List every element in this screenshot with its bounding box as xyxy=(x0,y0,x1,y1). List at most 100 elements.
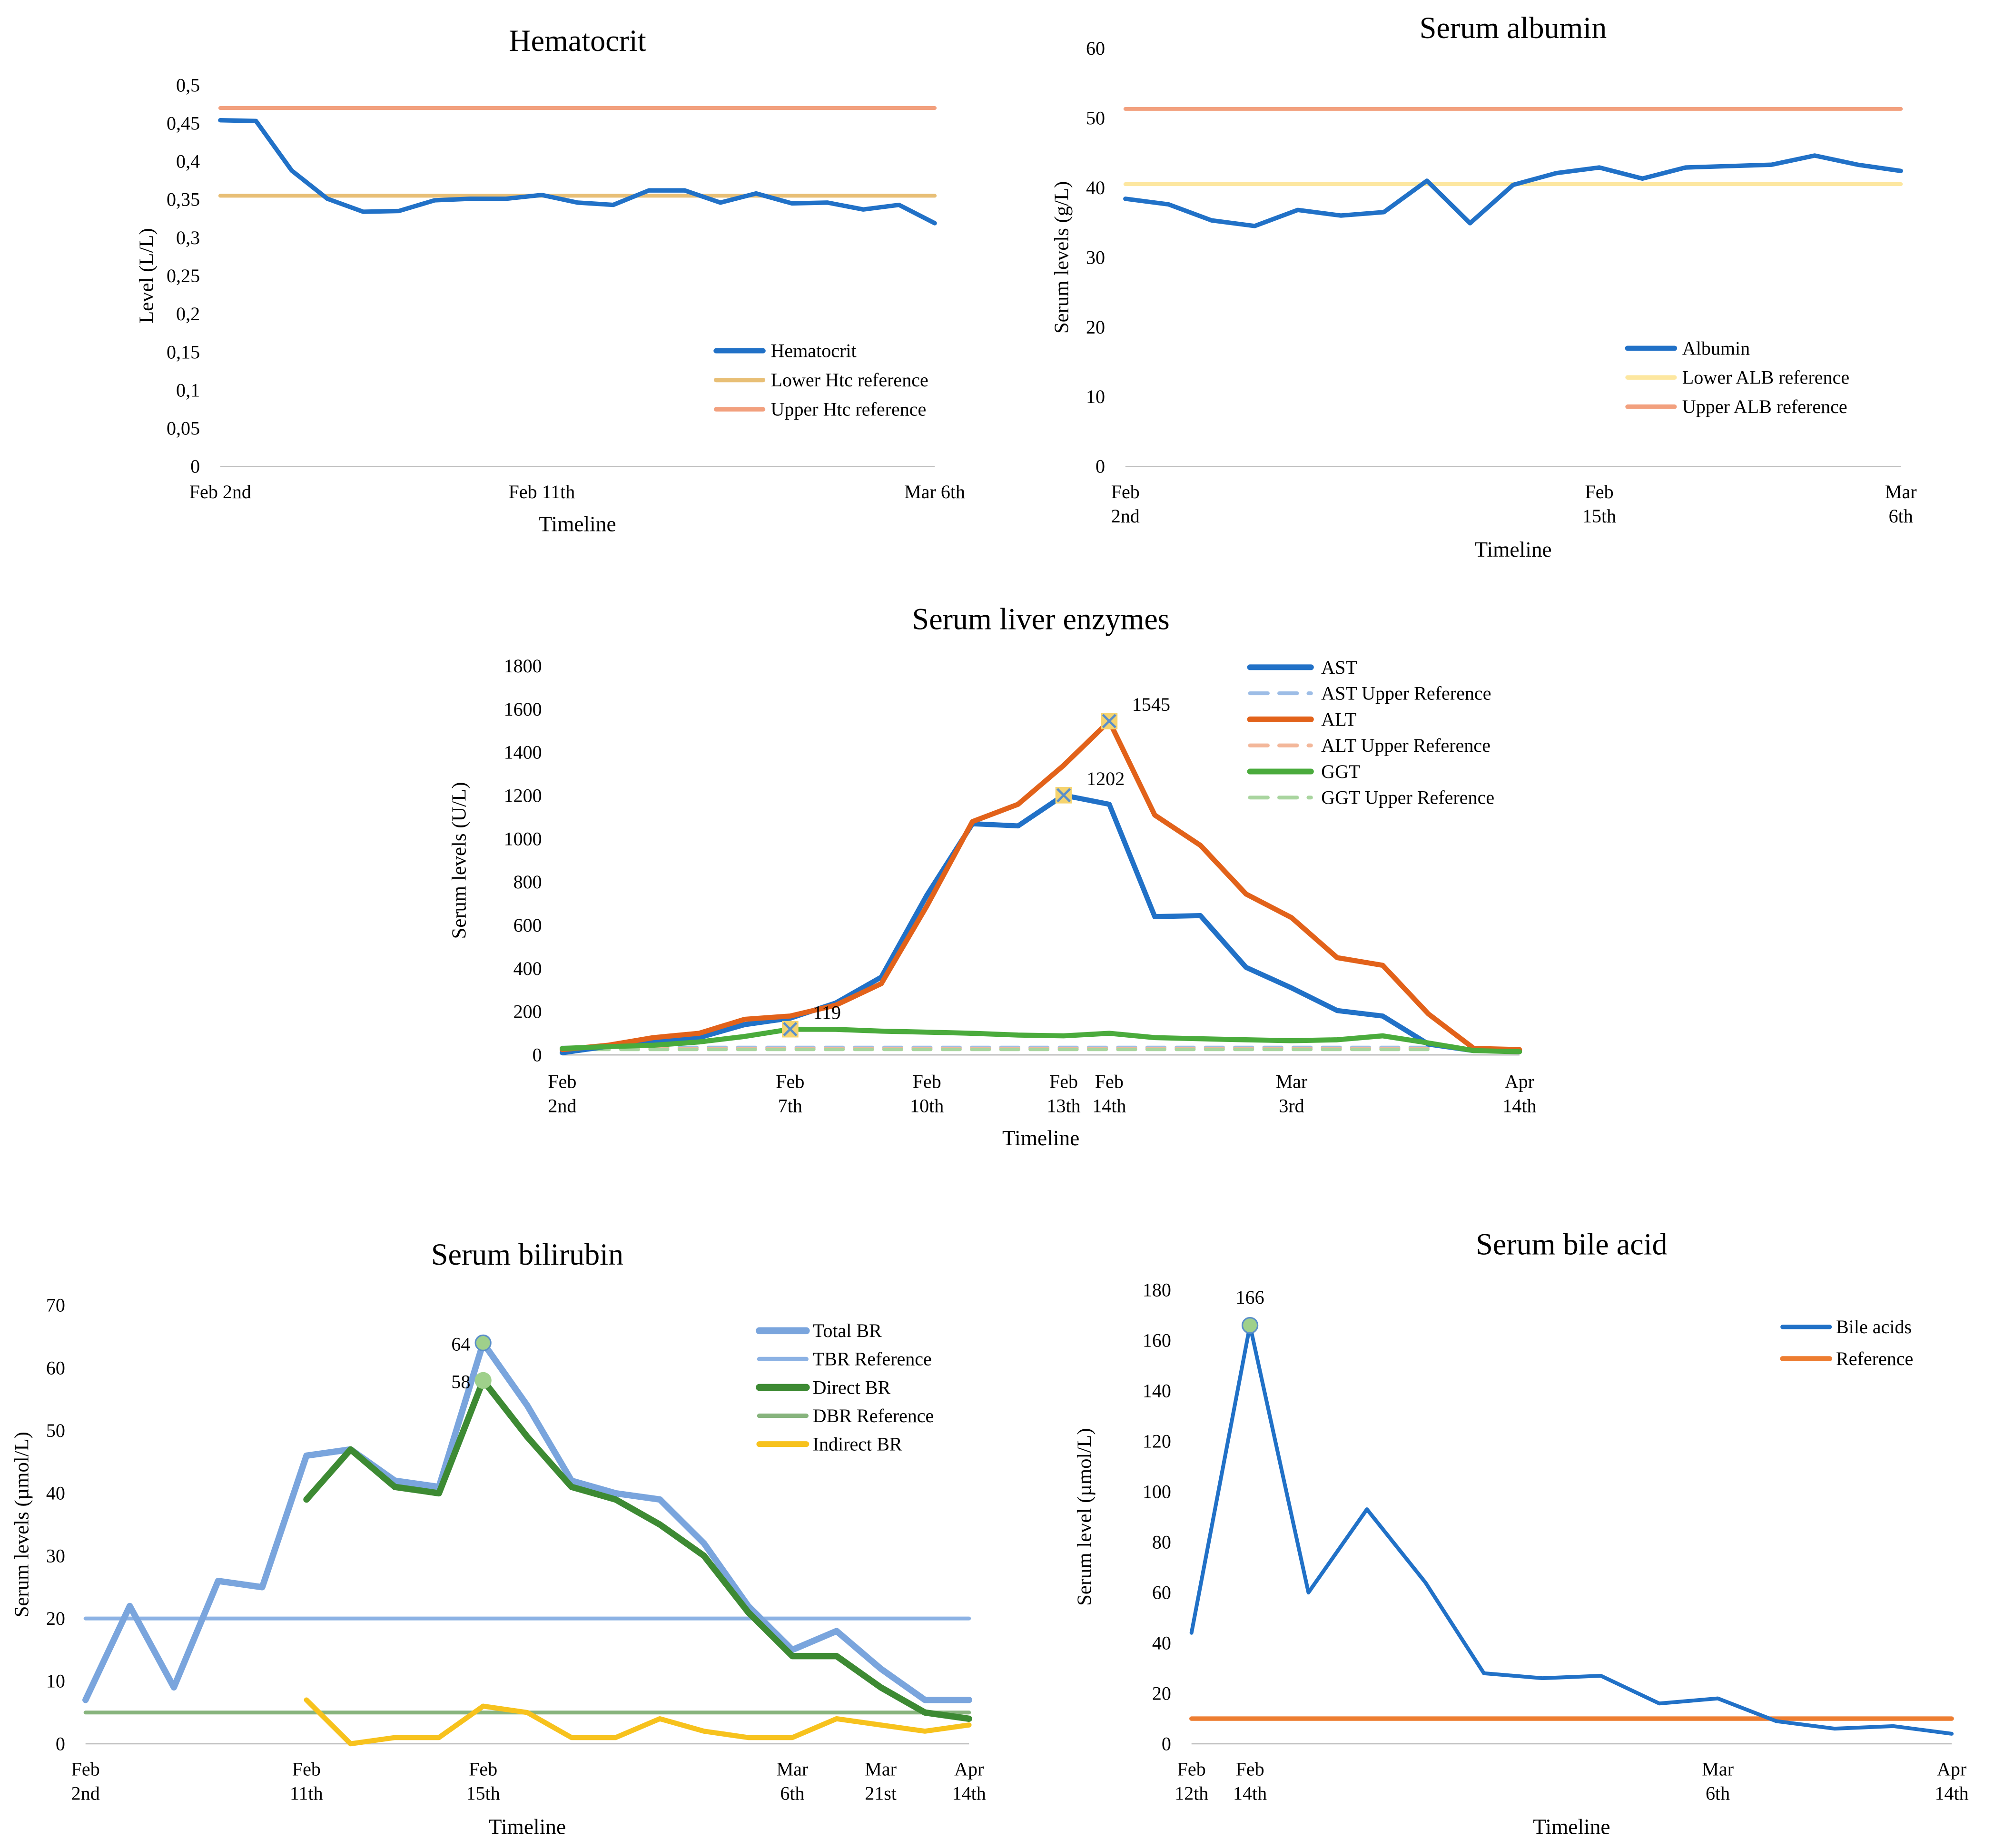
chart-title: Serum albumin xyxy=(1420,11,1607,45)
series-line-hematocrit xyxy=(218,118,937,226)
y-tick-label: 0,4 xyxy=(176,151,200,172)
x-tick-line: Feb xyxy=(71,1759,100,1780)
y-axis-label: Serum level (µmol/L) xyxy=(1074,1428,1096,1606)
y-tick-label: 400 xyxy=(513,958,542,979)
x-tick-line: Mar xyxy=(1702,1759,1734,1780)
y-tick-label: 80 xyxy=(1152,1531,1171,1553)
y-tick-label: 60 xyxy=(46,1357,65,1378)
peak-marker-cross xyxy=(1102,714,1116,728)
x-axis-label: Timeline xyxy=(489,1815,566,1839)
x-tick-line: 14th xyxy=(1502,1095,1536,1116)
x-tick-line: Feb xyxy=(1049,1071,1078,1092)
y-tick-label: 60 xyxy=(1152,1582,1171,1603)
hematocrit-chart: Hematocrit 0 0,05 0,1 0,15 0,2 0,25 0,3 0,35 0,4 0… xyxy=(135,24,965,536)
x-tick-line: 6th xyxy=(1889,505,1913,527)
y-tick-label: 0,25 xyxy=(167,265,200,286)
bilirubin-chart: Serum bilirubin 0 10 20 30 40 50 60 70 Serum leve… xyxy=(11,1238,986,1839)
peak-marker xyxy=(1241,1317,1259,1334)
x-tick-label: Mar 6th xyxy=(777,1759,809,1804)
x-tick-line: 7th xyxy=(778,1095,802,1116)
y-tick-label: 40 xyxy=(1086,177,1105,198)
x-tick-line: 13th xyxy=(1046,1095,1080,1116)
x-tick-label: Feb 2nd xyxy=(71,1759,100,1804)
y-tick-label: 120 xyxy=(1143,1431,1171,1452)
y-tick-label: 50 xyxy=(1086,107,1105,128)
series-line-albumin xyxy=(1123,153,1903,228)
x-tick-line: 2nd xyxy=(548,1095,576,1116)
legend-label: Upper Htc reference xyxy=(771,398,927,420)
x-tick-label: Feb 10th xyxy=(910,1071,944,1117)
y-tick-label: 0 xyxy=(56,1733,65,1754)
y-tick-label: 40 xyxy=(1152,1632,1171,1653)
y-tick-label: 160 xyxy=(1143,1330,1171,1351)
x-tick-line: Feb xyxy=(1236,1759,1264,1780)
x-tick-line: Mar 6th xyxy=(904,481,965,502)
x-tick-line: 6th xyxy=(1706,1782,1730,1804)
x-tick-line: 11th xyxy=(290,1782,323,1804)
x-tick-label: Feb 15th xyxy=(1582,481,1616,527)
legend-label: Upper ALB reference xyxy=(1682,396,1847,417)
y-tick-label: 600 xyxy=(513,914,542,936)
x-tick-label: Apr 14th xyxy=(952,1759,986,1804)
y-tick-label: 0,1 xyxy=(176,379,200,401)
legend-label: Reference xyxy=(1836,1348,1913,1369)
x-tick-line: 14th xyxy=(1092,1095,1126,1116)
x-tick-label: Feb 15th xyxy=(466,1759,500,1804)
data-label: 64 xyxy=(451,1333,470,1355)
x-tick-label: Feb 7th xyxy=(776,1071,804,1117)
x-tick-line: Mar xyxy=(1885,481,1917,502)
legend: Albumin Lower ALB reference Upper ALB refe… xyxy=(1625,337,1849,417)
x-axis-label: Timeline xyxy=(1533,1815,1610,1839)
x-tick-line: 15th xyxy=(1582,505,1616,527)
y-tick-label: 0,15 xyxy=(167,341,200,363)
x-tick-label: Feb 2nd xyxy=(548,1071,576,1117)
y-axis-label: Level (L/L) xyxy=(135,228,158,324)
y-tick-label: 180 xyxy=(1143,1279,1171,1301)
x-tick-line: 2nd xyxy=(71,1782,100,1804)
y-tick-label: 10 xyxy=(46,1671,65,1692)
legend-label: Hematocrit xyxy=(771,340,857,362)
y-axis-label: Serum levels (U/L) xyxy=(448,782,470,939)
x-tick-label: Feb 13th xyxy=(1046,1071,1080,1117)
x-tick-line: Feb xyxy=(776,1071,804,1092)
y-tick-label: 20 xyxy=(46,1608,65,1629)
x-tick-line: Feb xyxy=(1095,1071,1124,1092)
x-tick-line: 14th xyxy=(1935,1782,1969,1804)
y-tick-label: 0,45 xyxy=(167,112,200,134)
data-label: 119 xyxy=(813,1002,841,1023)
x-tick-label: Mar 6th xyxy=(904,481,965,502)
y-tick-label: 1800 xyxy=(504,655,542,677)
y-tick-label: 0,2 xyxy=(176,303,200,324)
legend-label: Albumin xyxy=(1682,337,1750,359)
chart-title: Serum liver enzymes xyxy=(912,602,1170,636)
x-tick-line: Mar xyxy=(777,1759,809,1780)
y-tick-label: 0,35 xyxy=(167,189,200,210)
y-tick-label: 1400 xyxy=(504,742,542,763)
series-line-ggt xyxy=(560,1026,1522,1054)
series-line-total-br xyxy=(82,1339,972,1703)
x-tick-line: 12th xyxy=(1175,1782,1208,1804)
x-tick-line: 14th xyxy=(1233,1782,1267,1804)
y-tick-label: 140 xyxy=(1143,1380,1171,1402)
y-tick-label: 0 xyxy=(190,456,200,477)
y-axis-label: Serum levels (g/L) xyxy=(1051,181,1073,334)
x-tick-line: Feb xyxy=(548,1071,576,1092)
x-tick-line: Feb xyxy=(1111,481,1140,502)
x-tick-line: Feb xyxy=(292,1759,321,1780)
x-tick-label: Feb 2nd xyxy=(1111,481,1140,527)
x-tick-label: Feb 11th xyxy=(290,1759,323,1804)
legend-label: Direct BR xyxy=(813,1376,891,1398)
legend-label: AST Upper Reference xyxy=(1321,683,1491,704)
albumin-chart: Serum albumin 0 10 20 30 40 50 60 Serum levels (… xyxy=(1051,11,1917,561)
legend-label: Lower Htc reference xyxy=(771,369,928,391)
y-tick-label: 30 xyxy=(46,1545,65,1566)
legend-label: TBR Reference xyxy=(813,1348,932,1370)
series-line-ast xyxy=(560,793,1522,1055)
series-line-indirect-br xyxy=(304,1697,972,1747)
x-tick-line: 14th xyxy=(952,1782,986,1804)
peak-marker xyxy=(474,1372,492,1389)
data-label: 166 xyxy=(1236,1287,1264,1308)
y-tick-label: 0 xyxy=(1162,1733,1171,1754)
x-tick-line: 10th xyxy=(910,1095,944,1116)
legend-label: Total BR xyxy=(813,1320,882,1341)
